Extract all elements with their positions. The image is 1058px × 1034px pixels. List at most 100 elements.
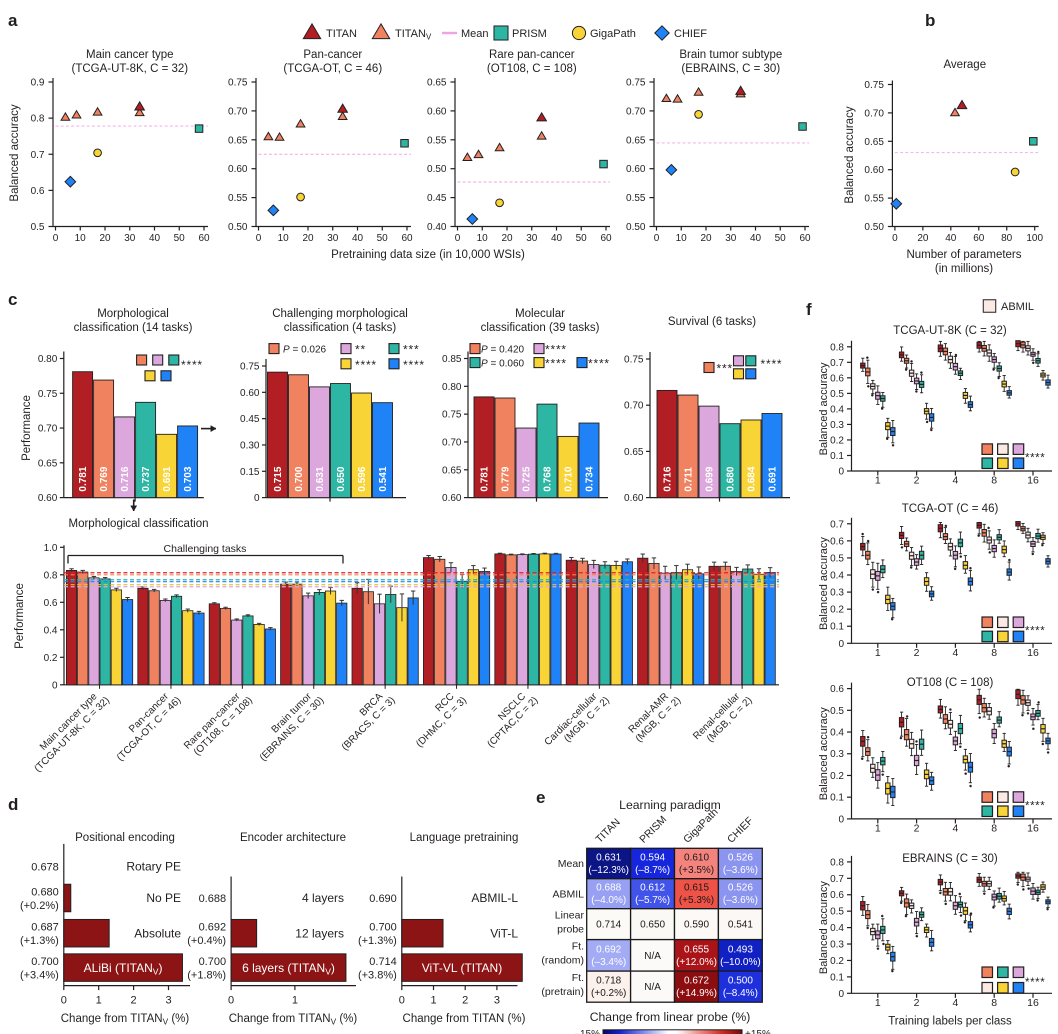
- svg-text:16: 16: [1027, 475, 1039, 487]
- svg-text:****: ****: [1025, 453, 1045, 465]
- svg-text:0.5: 0.5: [830, 706, 844, 717]
- svg-text:0.700: 0.700: [31, 956, 59, 968]
- svg-text:0.781: 0.781: [480, 466, 491, 491]
- svg-text:0.75: 0.75: [442, 410, 462, 421]
- svg-text:(EBRAINS, C = 30): (EBRAINS, C = 30): [681, 63, 780, 75]
- svg-text:2: 2: [914, 822, 920, 834]
- svg-text:Balanced accuracy: Balanced accuracy: [844, 106, 856, 203]
- svg-text:1: 1: [875, 475, 881, 487]
- svg-text:0.4: 0.4: [830, 404, 844, 415]
- svg-text:0.3: 0.3: [830, 940, 844, 951]
- svg-text:(+1.3%): (+1.3%): [20, 935, 59, 947]
- svg-text:0.4: 0.4: [44, 625, 58, 636]
- svg-text:0.5: 0.5: [830, 907, 844, 918]
- svg-text:12 layers: 12 layers: [295, 926, 344, 940]
- svg-text:Change from TITAN (%): Change from TITAN (%): [403, 1013, 526, 1025]
- svg-text:16: 16: [1027, 647, 1039, 659]
- svg-text:0.610: 0.610: [684, 853, 709, 864]
- svg-text:0: 0: [838, 467, 844, 478]
- svg-text:0.541: 0.541: [728, 920, 753, 931]
- svg-text:0: 0: [838, 814, 844, 825]
- svg-text:0: 0: [53, 233, 59, 244]
- svg-text:(TCGA-UT-8K, C = 32): (TCGA-UT-8K, C = 32): [71, 63, 188, 75]
- svg-text:0: 0: [455, 233, 461, 244]
- svg-text:0.65: 0.65: [442, 465, 462, 476]
- svg-text:0.8: 0.8: [44, 570, 58, 581]
- svg-text:OT108 (C = 108): OT108 (C = 108): [907, 677, 994, 689]
- svg-text:c: c: [8, 290, 17, 309]
- svg-text:Molecular: Molecular: [515, 308, 565, 320]
- svg-text:0: 0: [399, 995, 405, 1007]
- svg-text:***: ***: [403, 343, 419, 357]
- svg-text:(+0.4%): (+0.4%): [187, 935, 226, 947]
- svg-text:0.8: 0.8: [830, 342, 844, 353]
- svg-text:(–12.3%): (–12.3%): [588, 865, 629, 876]
- svg-text:Positional encoding: Positional encoding: [75, 832, 175, 844]
- svg-text:Change from TITANV (%): Change from TITANV (%): [61, 1013, 190, 1027]
- svg-text:0.4: 0.4: [830, 923, 844, 934]
- svg-text:0.60: 0.60: [427, 106, 447, 117]
- svg-text:0.60: 0.60: [240, 388, 260, 399]
- svg-text:(pretrain): (pretrain): [541, 986, 584, 998]
- svg-text:Change from linear probe (%): Change from linear probe (%): [590, 1010, 751, 1024]
- svg-text:0.714: 0.714: [369, 956, 397, 968]
- svg-text:****: ****: [181, 358, 203, 372]
- svg-text:(+14.9%): (+14.9%): [676, 988, 717, 999]
- svg-text:0.680: 0.680: [726, 466, 737, 491]
- svg-text:0.737: 0.737: [141, 466, 152, 491]
- svg-text:0.8: 0.8: [830, 857, 844, 868]
- svg-text:0.690: 0.690: [369, 893, 397, 905]
- svg-text:Change from TITANV (%): Change from TITANV (%): [229, 1013, 358, 1027]
- svg-text:0.7: 0.7: [830, 874, 844, 885]
- svg-text:50: 50: [775, 233, 787, 244]
- svg-text:0.75: 0.75: [38, 389, 58, 400]
- svg-text:0.30: 0.30: [240, 441, 260, 452]
- svg-text:(–10.0%): (–10.0%): [720, 957, 761, 968]
- svg-text:0.688: 0.688: [199, 893, 227, 905]
- svg-text:0.70: 0.70: [38, 424, 58, 435]
- svg-text:(–5.7%): (–5.7%): [635, 895, 670, 906]
- svg-text:60: 60: [401, 233, 413, 244]
- svg-text:1: 1: [875, 997, 881, 1009]
- svg-text:0.734: 0.734: [585, 466, 596, 491]
- svg-text:60: 60: [198, 233, 210, 244]
- svg-text:(–3.6%): (–3.6%): [723, 895, 758, 906]
- svg-text:(TCGA-UT-8K, C = 32): (TCGA-UT-8K, C = 32): [33, 695, 112, 774]
- svg-text:0.8: 0.8: [31, 114, 45, 125]
- svg-text:0.65: 0.65: [228, 135, 248, 146]
- svg-text:4: 4: [952, 475, 958, 487]
- svg-text:N/A: N/A: [644, 982, 661, 993]
- svg-text:f: f: [806, 300, 812, 319]
- svg-text:0.5: 0.5: [830, 389, 844, 400]
- svg-text:0.3: 0.3: [830, 420, 844, 431]
- svg-text:2: 2: [914, 647, 920, 659]
- svg-text:2: 2: [914, 997, 920, 1009]
- svg-text:b: b: [925, 11, 935, 30]
- svg-text:0.70: 0.70: [624, 401, 644, 412]
- svg-text:TITANV: TITANV: [395, 28, 432, 42]
- svg-text:8: 8: [991, 647, 997, 659]
- svg-text:0.2: 0.2: [830, 771, 844, 782]
- svg-text:1: 1: [430, 995, 436, 1007]
- svg-text:Balanced accuracy: Balanced accuracy: [818, 362, 830, 455]
- svg-text:0.714: 0.714: [596, 920, 621, 931]
- svg-text:40: 40: [945, 233, 957, 244]
- svg-text:0.596: 0.596: [357, 466, 368, 491]
- svg-text:0.3: 0.3: [830, 588, 844, 599]
- svg-text:0.45: 0.45: [240, 414, 260, 425]
- svg-text:(–3.6%): (–3.6%): [723, 865, 758, 876]
- svg-text:(in millions): (in millions): [935, 263, 993, 275]
- svg-text:****: ****: [545, 343, 567, 357]
- svg-text:1.0: 1.0: [44, 543, 58, 554]
- svg-text:PRISM: PRISM: [512, 28, 547, 40]
- svg-text:0.687: 0.687: [31, 922, 59, 934]
- svg-text:0.500: 0.500: [728, 976, 753, 987]
- svg-text:10: 10: [676, 233, 688, 244]
- svg-text:0.541: 0.541: [378, 466, 389, 491]
- svg-text:(+1.3%): (+1.3%): [358, 935, 397, 947]
- svg-text:Challenging morphological: Challenging morphological: [272, 308, 408, 320]
- svg-text:Survival (6 tasks): Survival (6 tasks): [668, 316, 756, 328]
- svg-text:(+1.8%): (+1.8%): [187, 970, 226, 982]
- svg-text:P = 0.026: P = 0.026: [283, 345, 327, 356]
- svg-text:e: e: [536, 788, 545, 807]
